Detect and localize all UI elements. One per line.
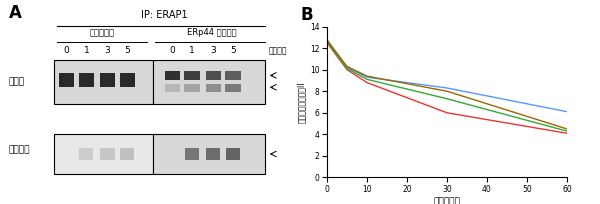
Bar: [184, 84, 200, 92]
Text: IP: ERAP1: IP: ERAP1: [140, 10, 187, 20]
Text: （時間）: （時間）: [268, 46, 287, 55]
Bar: [100, 148, 115, 160]
Bar: [184, 71, 200, 80]
Bar: [100, 73, 115, 87]
Bar: [226, 148, 240, 160]
Text: 0: 0: [64, 46, 70, 55]
Text: 0: 0: [170, 46, 175, 55]
Bar: [79, 148, 94, 160]
Bar: [164, 71, 180, 80]
Text: 1: 1: [189, 46, 195, 55]
Bar: [59, 73, 74, 87]
Text: 5: 5: [124, 46, 130, 55]
Bar: [120, 148, 134, 160]
Bar: [164, 84, 180, 92]
Text: 5: 5: [230, 46, 236, 55]
Bar: [185, 148, 199, 160]
Text: B: B: [300, 6, 313, 24]
Text: ERp44 欠損細胞: ERp44 欠損細胞: [187, 28, 236, 37]
Bar: [119, 73, 135, 87]
Text: 3: 3: [211, 46, 216, 55]
Text: 3: 3: [104, 46, 110, 55]
Bar: [225, 84, 241, 92]
Bar: [152, 134, 265, 174]
Bar: [152, 60, 265, 104]
Bar: [79, 73, 94, 87]
Text: 野生型細胞: 野生型細胞: [89, 28, 115, 37]
Bar: [54, 60, 152, 104]
X-axis label: 時間（分）: 時間（分）: [434, 197, 460, 204]
Bar: [54, 134, 152, 174]
Y-axis label: アンジオテンシンII: アンジオテンシンII: [296, 81, 305, 123]
Text: 細胞内: 細胞内: [9, 78, 25, 86]
Bar: [206, 84, 221, 92]
Bar: [206, 71, 221, 80]
Bar: [206, 148, 220, 160]
Text: 1: 1: [83, 46, 89, 55]
Bar: [225, 71, 241, 80]
Text: A: A: [9, 4, 22, 22]
Text: 培養液中: 培養液中: [9, 145, 31, 154]
